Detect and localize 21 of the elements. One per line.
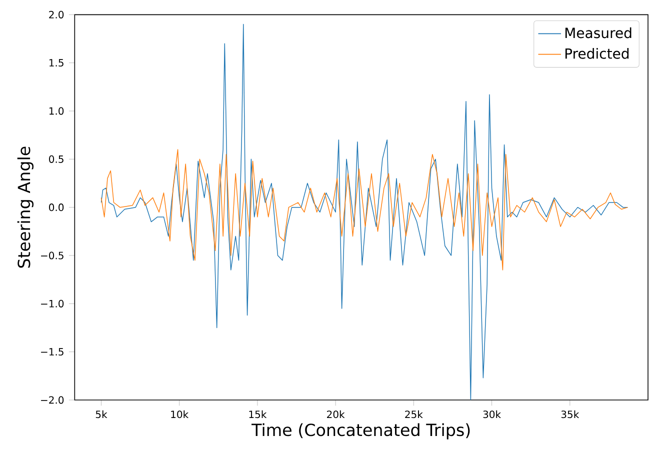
x-tick-label: 15k [249,410,267,418]
y-tick-label: −2.0 [41,396,64,404]
x-tick-label: 30k [483,410,501,418]
y-tick-label: 2.0 [49,10,64,18]
line-series [100,149,628,270]
y-tick-label: 0.5 [49,155,64,163]
x-tick-label: 20k [327,410,345,418]
y-tick-label: −1.0 [41,300,64,308]
y-tick-label: 0.0 [49,203,64,211]
y-axis-title: Steering Angle [17,146,34,268]
x-tick-label: 35k [561,410,580,418]
legend-label: Predicted [565,48,629,59]
y-tick-label: −0.5 [41,252,64,260]
y-tick-label: −1.5 [41,348,64,356]
x-tick-label: 5k [96,410,108,418]
x-tick-label: 25k [405,410,423,418]
x-axis-title: Time (Concatenated Trips) [252,423,470,440]
y-tick-label: 1.5 [49,58,64,66]
legend-label: Measured [565,27,632,38]
y-tick-label: 1.0 [49,107,64,115]
x-tick-label: 10k [171,410,189,418]
